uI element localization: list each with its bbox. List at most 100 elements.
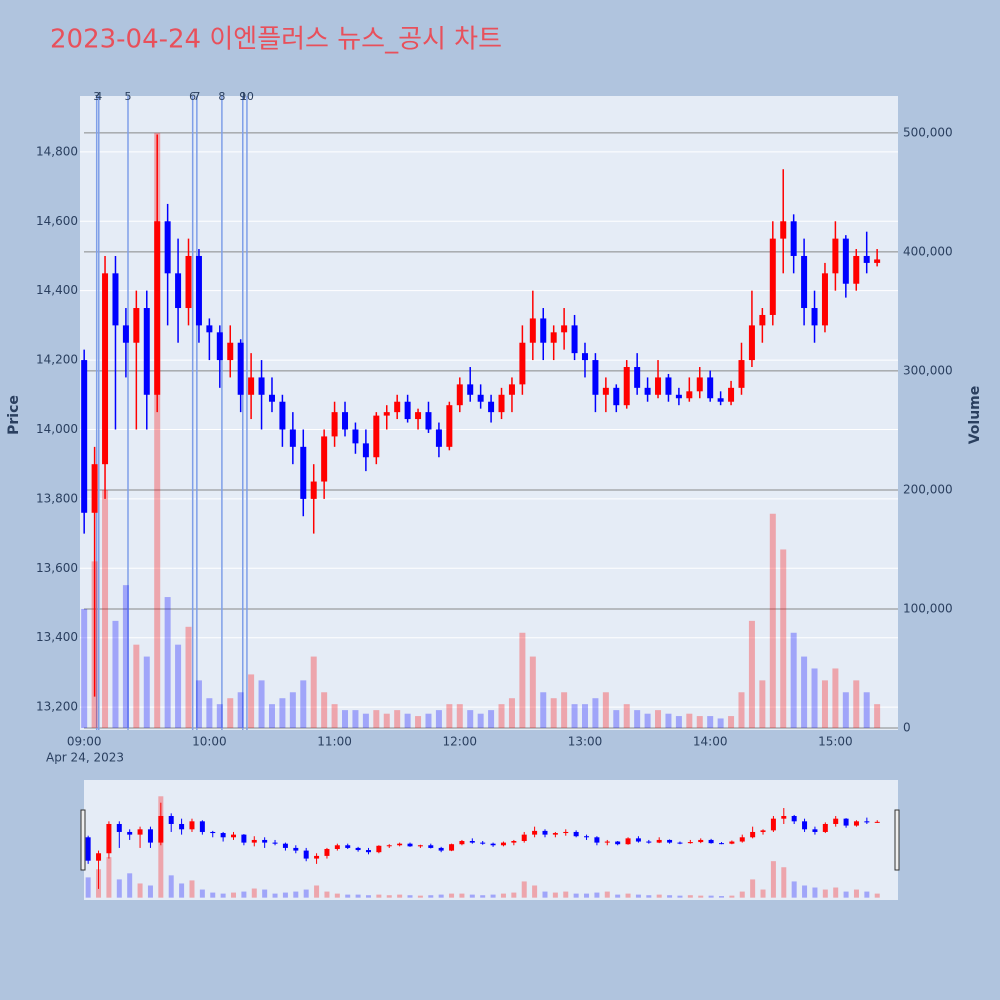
mini-volume-bar [625,893,631,898]
candle-body [529,318,536,343]
mini-volume-bar [822,889,828,898]
volume-bar [456,704,463,728]
mini-candle-body [594,837,600,843]
volume-bar [759,680,766,728]
mini-candle-body [812,829,818,832]
candle-body [352,429,359,444]
volume-bar [561,692,568,728]
mini-candle-body [708,839,714,844]
volume-bar [769,513,776,728]
candle-body [154,221,161,395]
volume-bar [613,710,620,728]
volume-bar [81,608,88,728]
candle-body [279,401,286,430]
candle-body [675,394,682,399]
candle-body [477,394,484,402]
mini-volume-bar [137,883,143,898]
volume-bar [728,716,735,728]
candle-body [435,429,442,447]
mini-candle-body [220,833,226,838]
mini-volume-bar [843,891,849,898]
volume-bar [592,698,599,728]
candle-body [655,377,662,395]
y-tick-label: 14,400 [36,283,78,297]
mini-candle-body [147,829,153,843]
volume-bar [143,656,150,728]
mini-candle-body [449,844,455,851]
y2-tick-label: 200,000 [903,482,953,496]
mini-candle-body [833,818,839,824]
news-label: 5 [124,90,131,103]
mini-candle-body [137,829,143,835]
y-axis-title: Price [6,395,22,435]
mini-volume-bar [147,885,153,898]
y2-tick-label: 400,000 [903,244,953,258]
volume-bar [696,716,703,728]
x-tick-label: 10:00 [192,735,227,749]
candle-body [842,238,849,284]
mini-volume-bar [812,887,818,898]
volume-bar [122,585,129,728]
mini-volume-bar [802,885,808,898]
mini-candle-body [604,841,610,843]
volume-bar [602,692,609,728]
mini-volume-bar [85,877,91,898]
mini-volume-bar [428,895,434,898]
mini-candle-body [500,842,506,846]
candle-body [780,221,787,239]
mini-candle-body [521,834,527,842]
volume-bar [874,704,881,728]
volume-bar [665,713,672,728]
candle-body [164,221,171,274]
mini-volume-bar [511,892,517,898]
candle-body [195,255,202,326]
range-handle[interactable] [894,809,900,871]
mini-volume-bar [739,891,745,898]
mini-volume-bar [199,889,205,898]
volume-bar [748,620,755,728]
mini-volume-bar [407,895,413,898]
mini-candle-body [646,841,652,843]
candle-body [874,259,881,263]
news-label: 7 [193,90,200,103]
mini-candle-body [345,845,351,848]
mini-volume-bar [417,895,423,898]
candle-body [321,436,328,482]
mini-candle-body [397,843,403,846]
volume-bar [289,692,296,728]
candle-body [446,405,453,447]
volume-bar [404,713,411,728]
mini-volume-bar [853,889,859,898]
mini-volume-bar [760,889,766,898]
range-handle[interactable] [80,809,86,871]
volume-bar [394,710,401,728]
volume-bar [195,680,202,728]
volume-bar [623,704,630,728]
candle-body [581,353,588,361]
mini-volume-bar [438,894,444,898]
mini-volume-bar [355,894,361,898]
volume-bar [832,668,839,728]
candle-body [519,342,526,385]
mini-candle-body [127,831,133,835]
mini-volume-bar [282,892,288,898]
range-slider[interactable] [84,780,898,900]
candle-body [696,377,703,392]
candle-body [456,384,463,406]
volume-bar [707,716,714,728]
mini-candle-body [251,839,257,843]
mini-candle-body [698,839,704,843]
mini-volume-bar [241,891,247,898]
mini-volume-bar [500,893,506,898]
mini-volume-bar [584,893,590,898]
mini-candle-body [407,843,413,847]
mini-candle-body [324,848,330,856]
volume-bar [738,692,745,728]
candle-body [811,308,818,326]
candle-body [748,325,755,361]
mini-volume-bar [303,889,309,898]
candle-body [81,360,88,513]
volume-bar [112,620,119,728]
candle-body [237,342,244,395]
news-label: 9 [239,90,246,103]
